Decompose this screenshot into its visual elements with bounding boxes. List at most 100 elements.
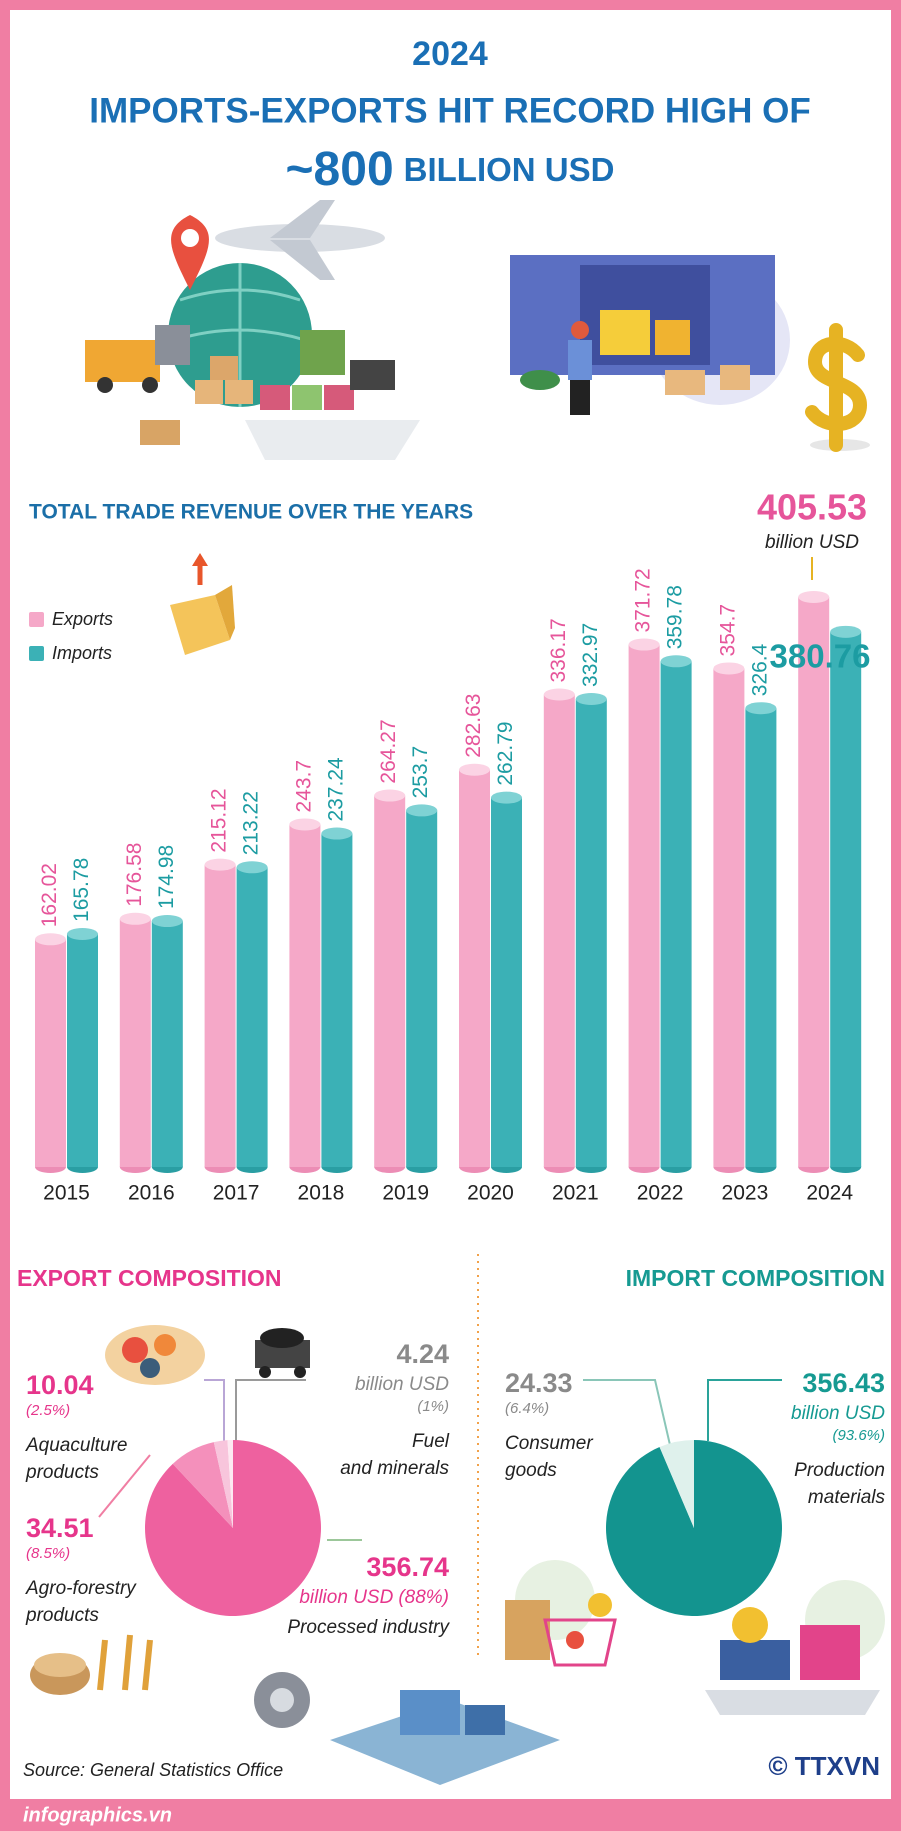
- bar-cap: [119, 912, 151, 925]
- x-tick-label: 2017: [213, 1182, 260, 1205]
- amount: 34.51: [26, 1513, 94, 1543]
- bar: [151, 921, 183, 1167]
- bar-cap: [543, 688, 575, 701]
- bar-cap: [628, 638, 660, 651]
- x-tick-label: 2022: [637, 1182, 684, 1205]
- amount-unit: billion USD: [791, 1403, 885, 1424]
- bar-cap: [798, 591, 830, 603]
- bar: [204, 864, 236, 1167]
- bar: [745, 708, 777, 1167]
- bar-cap: [575, 692, 607, 705]
- bar-cap: [236, 861, 268, 874]
- bar: [374, 795, 406, 1167]
- header-number: ~800: [286, 143, 394, 196]
- percent-label: (6.4%): [505, 1400, 550, 1417]
- value-label: 380.76: [770, 638, 871, 675]
- x-tick-label: 2023: [722, 1182, 769, 1205]
- category-label: Agro-forestry products: [26, 1578, 136, 1626]
- bar: [289, 824, 321, 1167]
- bar: [575, 698, 607, 1167]
- bar: [830, 631, 862, 1167]
- bar-cap: [830, 625, 862, 638]
- source: Source: General Statistics Office: [23, 1760, 283, 1780]
- value-label: 162.02: [38, 863, 61, 927]
- bar-cap: [459, 763, 490, 776]
- illustration-box: [170, 553, 235, 655]
- amount: 10.04: [26, 1370, 94, 1400]
- pie-slice: [606, 1440, 783, 1616]
- bar-cap: [745, 702, 777, 715]
- value-label: 264.27: [377, 719, 400, 783]
- x-tick-label: 2021: [552, 1182, 599, 1205]
- value-label: 262.79: [494, 721, 517, 785]
- bar: [628, 644, 660, 1167]
- value-label: 405.53: [757, 487, 867, 528]
- pie-slice: [213, 1440, 233, 1528]
- bar-cap: [660, 655, 692, 668]
- bar-cap: [491, 791, 522, 804]
- header-year: 2024: [412, 35, 488, 73]
- value-label: 282.63: [462, 694, 485, 758]
- bar: [406, 810, 438, 1167]
- x-tick-label: 2024: [806, 1182, 853, 1205]
- leader-lines: [98, 1379, 782, 1541]
- bar: [713, 668, 745, 1167]
- amount: 24.33: [505, 1368, 573, 1398]
- x-tick-label: 2018: [298, 1182, 345, 1205]
- amount-unit-line: billion USD (88%): [299, 1584, 449, 1611]
- amount-unit: billion USD: [299, 1587, 394, 1608]
- bar: [119, 918, 151, 1167]
- value-label: 174.98: [155, 845, 178, 909]
- pie-slice: [145, 1440, 322, 1617]
- chart-title: IMPORT COMPOSITION: [626, 1265, 885, 1291]
- category-label: Processed industry: [287, 1617, 449, 1638]
- amount-unit: billion USD: [355, 1374, 449, 1395]
- bar-cap: [35, 933, 66, 946]
- legend-label: Exports: [52, 609, 113, 629]
- pie-slice: [227, 1440, 233, 1528]
- value-label: 176.58: [123, 843, 146, 907]
- percent-label: (93.6%): [832, 1427, 885, 1444]
- bar-cap: [321, 827, 353, 840]
- illustration-composition: [30, 1325, 885, 1785]
- percent-label: (2.5%): [26, 1402, 71, 1419]
- credit: © TTXVN: [768, 1751, 880, 1781]
- bar-cap: [204, 858, 236, 871]
- value-label: 215.12: [208, 788, 231, 852]
- amount: 356.43: [802, 1368, 885, 1398]
- category-label: Production materials: [794, 1460, 885, 1508]
- percent-label: (1%): [417, 1398, 449, 1415]
- bar-cap: [67, 927, 98, 940]
- legend-swatch: [29, 612, 44, 627]
- percent-label: (8.5%): [26, 1545, 71, 1562]
- legend-swatch: [29, 646, 44, 661]
- bar: [35, 939, 66, 1167]
- bar-cap: [289, 818, 321, 831]
- amount: 4.24: [396, 1339, 449, 1369]
- x-tick-label: 2020: [467, 1182, 514, 1205]
- x-tick-label: 2019: [382, 1182, 429, 1205]
- chart-title: TOTAL TRADE REVENUE OVER THE YEARS: [29, 501, 473, 524]
- value-label: 326.4: [748, 643, 771, 696]
- website: infographics.vn: [23, 1804, 172, 1826]
- legend-label: Imports: [52, 643, 112, 663]
- value-label: 253.7: [409, 746, 432, 799]
- value-label: 237.24: [324, 757, 347, 822]
- bar: [798, 597, 830, 1167]
- bar-cap: [151, 915, 183, 928]
- category-label: Consumer goods: [505, 1433, 593, 1481]
- percent-label: (88%): [398, 1587, 449, 1608]
- bar: [321, 833, 353, 1167]
- illustration-truck: [510, 255, 870, 452]
- x-tick-label: 2015: [43, 1182, 90, 1205]
- value-label: 354.7: [716, 604, 739, 657]
- x-tick-label: 2016: [128, 1182, 175, 1205]
- bar: [236, 867, 268, 1167]
- bar-cap: [374, 789, 406, 802]
- bar: [543, 694, 575, 1167]
- category-label: Fuel and minerals: [340, 1431, 449, 1479]
- bar: [660, 661, 692, 1167]
- footer-band: [0, 1799, 901, 1831]
- header-title-2: ~800 BILLION USD: [286, 143, 615, 196]
